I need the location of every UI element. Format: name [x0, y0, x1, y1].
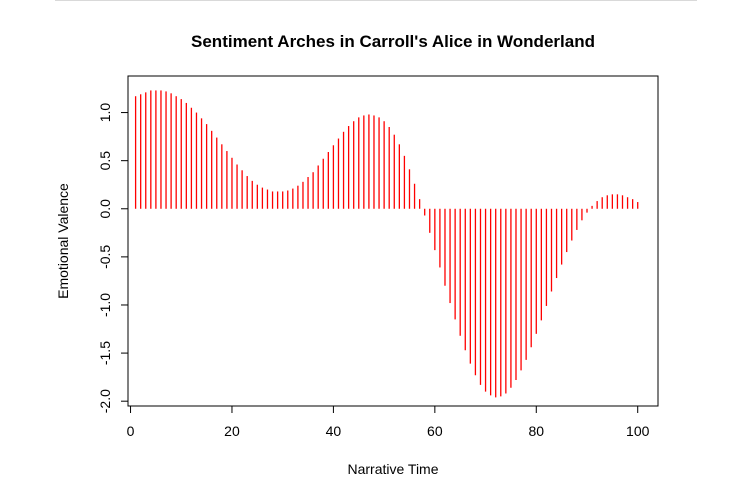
y-tick-label-3: -0.5	[97, 245, 113, 269]
x-tick-label-80: 80	[528, 423, 544, 439]
y-tick-label-0: -2.0	[97, 389, 113, 413]
y-tick-label-1: -1.5	[97, 341, 113, 365]
x-tick-label-40: 40	[326, 423, 342, 439]
y-tick-label-2: -1.0	[97, 293, 113, 317]
x-tick-label-0: 0	[127, 423, 135, 439]
y-tick-label-5: 0.5	[97, 151, 113, 171]
x-axis: 0 20 40 60 80 100	[127, 405, 650, 439]
x-tick-label-20: 20	[224, 423, 240, 439]
y-axis-label: Emotional Valence	[55, 183, 71, 299]
y-tick-label-6: 1.0	[97, 103, 113, 123]
y-axis: -2.0 -1.5 -1.0 -0.5 0.0 0.5 1.0	[97, 103, 129, 413]
top-divider	[55, 0, 697, 1]
bars-group	[134, 90, 639, 398]
x-tick-label-100: 100	[626, 423, 650, 439]
plot-frame	[127, 75, 659, 407]
y-tick-label-4: 0.0	[97, 199, 113, 219]
x-tick-label-60: 60	[427, 423, 443, 439]
chart-title: Sentiment Arches in Carroll's Alice in W…	[191, 32, 595, 51]
x-axis-label: Narrative Time	[347, 461, 438, 477]
